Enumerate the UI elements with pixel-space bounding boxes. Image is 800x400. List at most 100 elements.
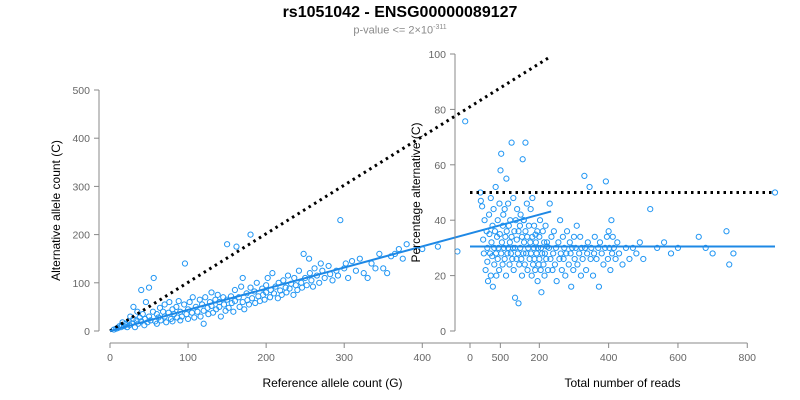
data-point — [534, 278, 541, 285]
data-point — [626, 255, 633, 263]
data-point — [537, 244, 545, 251]
data-point — [572, 244, 579, 251]
data-point — [593, 255, 600, 263]
data-point — [500, 244, 508, 251]
data-point — [574, 261, 581, 268]
data-point — [384, 270, 391, 277]
data-point — [434, 243, 441, 250]
data-point — [517, 244, 524, 251]
data-point — [245, 301, 253, 308]
data-point — [485, 211, 493, 218]
data-point — [352, 267, 360, 274]
data-point — [562, 272, 569, 279]
data-point — [280, 277, 287, 284]
points-group — [110, 118, 551, 333]
data-point — [509, 244, 517, 251]
y-tick-label: 60 — [434, 160, 446, 172]
data-point — [573, 222, 580, 229]
data-point — [200, 307, 207, 314]
data-point — [380, 265, 387, 272]
data-point — [334, 272, 342, 279]
data-point — [606, 244, 613, 251]
data-point — [454, 248, 461, 255]
data-point — [236, 303, 243, 310]
data-point — [536, 233, 543, 240]
data-point — [274, 295, 281, 302]
data-point — [557, 250, 564, 257]
data-point — [496, 266, 503, 274]
data-point — [130, 303, 137, 310]
data-point — [514, 206, 521, 213]
data-point — [563, 250, 570, 257]
data-point — [548, 233, 555, 240]
data-point — [325, 262, 332, 270]
data-point — [264, 274, 271, 282]
data-point — [522, 139, 529, 146]
data-point — [612, 255, 619, 263]
x-tick-label: 0 — [467, 352, 473, 364]
data-point — [723, 228, 730, 235]
data-point — [584, 239, 591, 246]
data-point — [356, 255, 363, 262]
data-point — [590, 250, 598, 257]
data-point — [491, 244, 498, 251]
y-tick-label: 100 — [72, 278, 90, 290]
data-point — [520, 217, 527, 224]
data-point — [189, 294, 196, 301]
data-point — [600, 261, 607, 268]
data-point — [602, 244, 609, 251]
data-point — [549, 266, 556, 274]
data-point — [560, 255, 567, 263]
data-point — [278, 291, 285, 298]
data-point — [270, 290, 278, 297]
data-point — [559, 233, 566, 240]
data-point — [558, 266, 565, 274]
data-point — [166, 298, 173, 306]
data-point — [568, 283, 575, 290]
data-point — [191, 314, 198, 321]
data-point — [499, 222, 507, 229]
data-point — [609, 233, 616, 240]
data-point — [542, 222, 549, 229]
data-point — [505, 222, 512, 229]
data-point — [253, 279, 260, 286]
data-point — [598, 250, 605, 257]
data-point — [587, 255, 594, 263]
data-point — [506, 261, 513, 268]
data-point — [527, 239, 534, 246]
data-point — [543, 255, 550, 263]
data-point — [231, 286, 239, 294]
data-point — [507, 250, 514, 257]
data-point — [376, 250, 383, 257]
x-tick-label: 300 — [335, 352, 353, 364]
data-point — [368, 260, 375, 267]
data-point — [500, 211, 507, 218]
data-point — [576, 250, 583, 257]
data-point — [726, 261, 733, 268]
data-point — [501, 255, 508, 263]
data-point — [228, 299, 235, 307]
subtitle-exponent: -311 — [433, 24, 447, 31]
data-point — [614, 239, 621, 246]
data-point — [550, 250, 557, 257]
data-point — [537, 266, 544, 274]
fit-line — [109, 210, 552, 332]
chart-subtitle: p-value <= 2×10-311 — [0, 24, 800, 37]
panel-right: 0 200 400 600 800 0 20 40 60 80 100 Total number of… — [409, 49, 779, 390]
data-point — [695, 233, 702, 240]
data-point — [546, 200, 553, 207]
data-point — [484, 278, 492, 285]
data-point — [534, 244, 542, 251]
data-point — [604, 255, 612, 263]
data-point — [502, 272, 510, 279]
data-point — [595, 244, 602, 251]
data-point — [462, 118, 469, 125]
data-point — [536, 217, 544, 224]
data-point — [503, 175, 510, 182]
data-point — [490, 206, 497, 213]
data-point — [771, 189, 779, 196]
data-point — [263, 282, 270, 289]
y-tick-label: 200 — [72, 230, 90, 242]
data-point — [512, 217, 519, 224]
data-point — [525, 222, 533, 229]
